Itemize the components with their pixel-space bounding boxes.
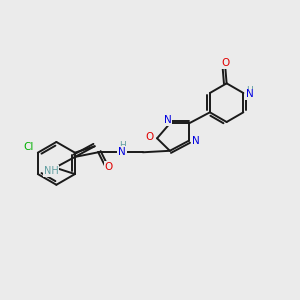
Text: O: O [145, 132, 154, 142]
Text: N: N [246, 89, 254, 100]
Text: N: N [192, 136, 200, 146]
Text: H: H [246, 85, 253, 94]
Text: O: O [104, 162, 113, 172]
Text: N: N [118, 147, 126, 157]
Text: N: N [164, 115, 171, 125]
Text: Cl: Cl [24, 142, 34, 152]
Text: H: H [118, 141, 125, 150]
Text: O: O [221, 58, 229, 68]
Text: NH: NH [44, 166, 58, 176]
